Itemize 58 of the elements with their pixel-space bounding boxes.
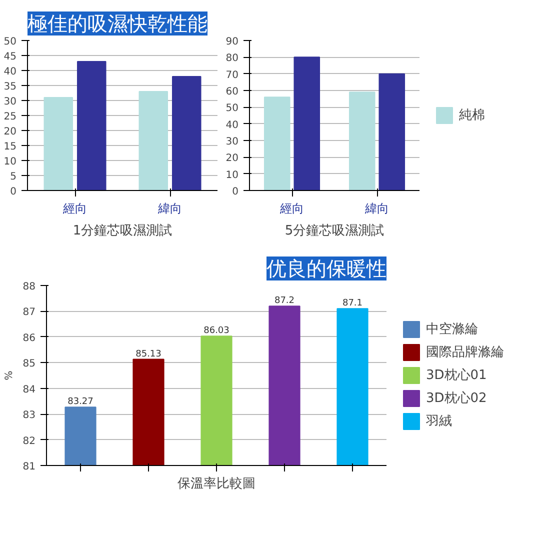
legend-label: 純棉 — [459, 107, 485, 124]
y-tick-label: 20 — [4, 126, 17, 138]
y-tick-label: 10 — [226, 170, 239, 181]
y-tick-label: 70 — [226, 70, 239, 81]
y-tick-label: 35 — [4, 82, 17, 92]
y-tick-label: 85 — [22, 358, 36, 370]
y-tick-label: 90 — [226, 36, 239, 48]
bar — [294, 56, 320, 190]
y-tick-label: 30 — [226, 136, 239, 148]
legend-label: 3D枕心01 — [426, 367, 487, 384]
chart-title: 極佳的吸濕快乾性能 — [28, 12, 208, 36]
y-tick-label: 84 — [22, 384, 36, 396]
y-tick-label: 83 — [22, 410, 36, 422]
legend-label: 中空滌綸 — [426, 321, 478, 338]
y-tick-label: 60 — [226, 86, 239, 98]
legend-label: 羽絨 — [426, 413, 452, 430]
y-tick-label: 88 — [22, 282, 36, 292]
y-tick-label: 40 — [226, 120, 239, 131]
y-tick-label: 50 — [4, 36, 17, 48]
y-tick-label: 45 — [4, 52, 17, 62]
chart-title: 优良的保暖性 — [266, 256, 386, 280]
y-tick-label: 15 — [4, 142, 17, 152]
y-tick-label: 50 — [226, 103, 239, 114]
y-tick-label: 81 — [22, 462, 36, 472]
y-tick-label: 25 — [4, 112, 17, 122]
bar — [172, 76, 202, 190]
y-tick-label: 0 — [232, 186, 239, 198]
y-tick-label: 80 — [226, 53, 239, 64]
bar — [76, 61, 106, 190]
data-label: 83.27 — [68, 397, 94, 408]
data-label: 87.2 — [274, 296, 295, 306]
data-label: 85.13 — [136, 349, 162, 360]
legend-label: 3D枕心02 — [426, 390, 487, 407]
x-axis-title: 保溫率比較圖 — [178, 476, 256, 492]
x-tick-label: 經向 — [62, 202, 87, 216]
bar — [348, 92, 376, 190]
x-axis-title: 1分鐘芯吸濕測試 — [72, 224, 172, 238]
x-axis-title: 5分鐘芯吸濕測試 — [284, 224, 384, 238]
data-label: 86.03 — [204, 326, 230, 336]
y-tick-label: 86 — [22, 332, 36, 344]
bar — [44, 97, 74, 190]
y-tick-label: 87 — [22, 307, 36, 318]
y-tick-label: 40 — [4, 66, 17, 78]
bar — [138, 91, 168, 190]
x-tick-label: 緯向 — [364, 202, 389, 216]
y-axis-title: % — [4, 370, 15, 380]
x-tick-label: 緯向 — [157, 202, 182, 216]
y-tick-label: 30 — [4, 96, 17, 108]
y-tick-label: 10 — [4, 156, 17, 168]
data-label: 87.1 — [342, 298, 363, 309]
bar — [264, 96, 290, 190]
y-tick-label: 82 — [22, 436, 36, 447]
legend-label: 國際品牌滌綸 — [426, 344, 504, 361]
y-tick-label: 5 — [10, 172, 17, 182]
bar — [378, 73, 406, 190]
y-tick-label: 20 — [226, 153, 239, 164]
x-tick-label: 經向 — [279, 202, 304, 216]
y-tick-label: 0 — [10, 186, 17, 198]
